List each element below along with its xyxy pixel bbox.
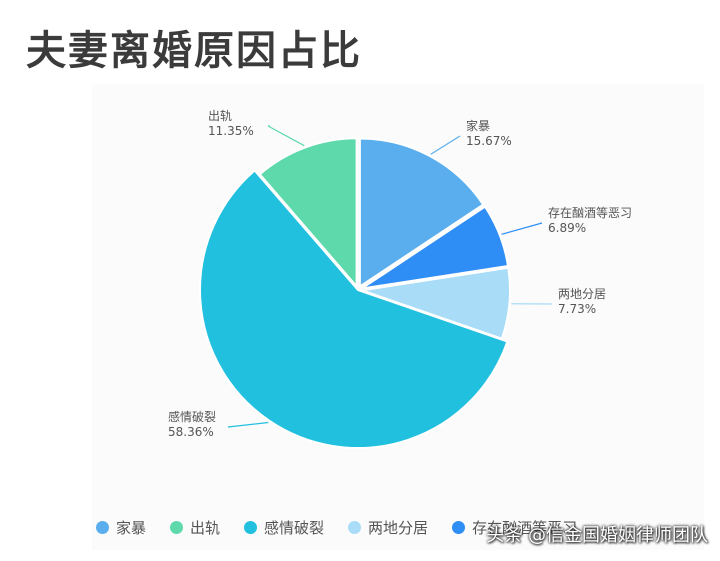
leader-line	[227, 421, 269, 428]
slice-name-label: 存在酗酒等恶习	[548, 206, 632, 220]
slice-name-label: 家暴	[466, 118, 490, 133]
slice-name-label: 出轨	[208, 109, 232, 123]
legend-item-xujiu[interactable]: 存在酗酒等恶习	[452, 517, 577, 538]
legend-item-jiabao[interactable]: 家暴	[96, 517, 146, 538]
legend-label: 家暴	[116, 518, 147, 537]
legend-dot	[348, 520, 362, 534]
pie-slice[interactable]	[258, 137, 358, 289]
legend-label: 两地分居	[368, 518, 429, 537]
legend-item-chugui[interactable]: 出轨	[170, 517, 220, 538]
pie-slice[interactable]	[361, 266, 511, 340]
slice-value-label: 6.89%	[548, 221, 586, 235]
chart-legend: 家暴 出轨 感情破裂 两地分居 存在酗酒等恶习	[96, 514, 577, 540]
legend-dot	[96, 520, 109, 534]
leader-line	[267, 125, 305, 147]
legend-item-liangdifenju[interactable]: 两地分居	[348, 517, 428, 538]
pie-slice[interactable]	[358, 137, 485, 289]
slice-value-label: 15.67%	[466, 134, 512, 148]
legend-dot	[170, 520, 184, 534]
legend-dot	[452, 520, 466, 534]
slice-value-label: 11.35%	[208, 124, 254, 138]
slice-name-label: 两地分居	[558, 287, 606, 301]
legend-label: 出轨	[190, 518, 221, 537]
legend-label: 感情破裂	[264, 518, 325, 537]
slice-value-label: 7.73%	[558, 302, 596, 316]
legend-item-ganqingpolie[interactable]: 感情破裂	[244, 517, 324, 538]
slice-value-label: 58.36%	[168, 425, 214, 439]
legend-label: 存在酗酒等恶习	[472, 518, 578, 537]
slice-name-label: 感情破裂	[168, 409, 216, 424]
leader-line	[430, 135, 461, 155]
leader-line	[501, 222, 543, 235]
watermark: 头条 @信金国婚姻律师团队	[486, 525, 708, 546]
legend-dot	[244, 520, 258, 534]
pie-slice[interactable]	[361, 205, 510, 290]
pie-slice[interactable]	[199, 169, 509, 449]
chart-title: 夫妻离婚原因占比	[26, 28, 362, 74]
